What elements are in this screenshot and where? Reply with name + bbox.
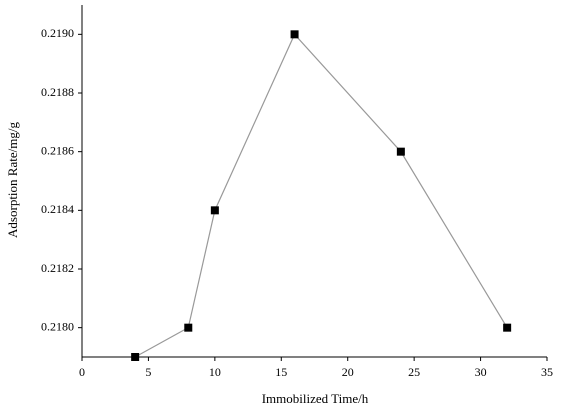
- y-tick-label: 0.2190: [41, 26, 74, 40]
- marker: [503, 323, 512, 332]
- x-tick-label: 0: [79, 365, 85, 379]
- x-tick-label: 25: [408, 365, 420, 379]
- y-tick-label: 0.2182: [41, 261, 74, 275]
- x-tick-label: 5: [145, 365, 151, 379]
- y-tick-label: 0.2188: [41, 85, 74, 99]
- marker: [396, 147, 405, 156]
- marker: [290, 30, 299, 39]
- x-tick-label: 35: [541, 365, 553, 379]
- x-tick-label: 30: [475, 365, 487, 379]
- series-line: [134, 33, 508, 358]
- y-tick-label: 0.2184: [41, 202, 74, 216]
- x-tick-label: 20: [342, 365, 354, 379]
- x-axis-label: Immobilized Time/h: [262, 391, 369, 406]
- marker: [210, 206, 219, 215]
- x-tick-label: 10: [209, 365, 221, 379]
- y-tick-label: 0.2186: [41, 143, 74, 157]
- y-tick-label: 0.2180: [41, 319, 74, 333]
- marker: [184, 323, 193, 332]
- marker: [131, 353, 140, 361]
- x-tick-label: 15: [275, 365, 287, 379]
- y-axis-label: Adsorption Rate/mg/g: [5, 122, 20, 238]
